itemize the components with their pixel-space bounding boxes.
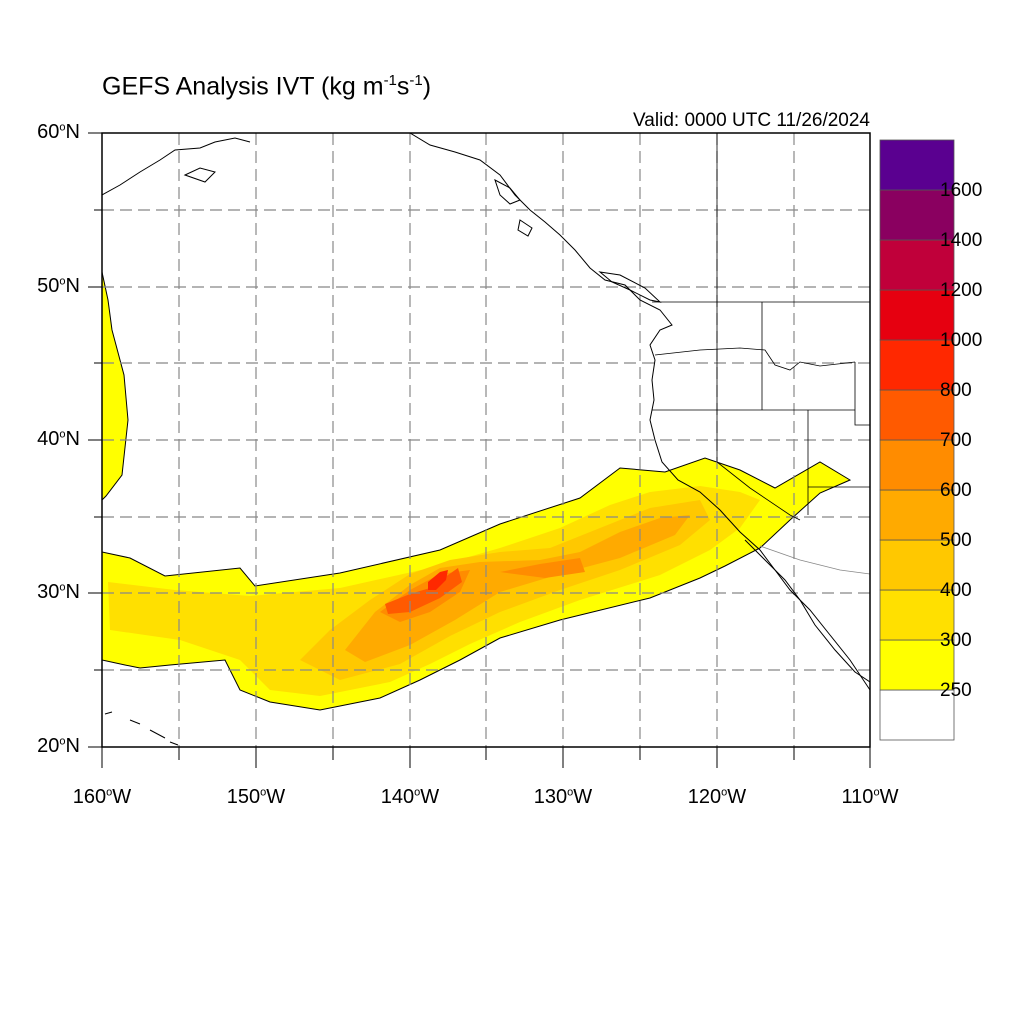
alaska-panhandle-coast <box>409 133 870 691</box>
colorbar-label-1200: 1200 <box>940 280 983 301</box>
colorbar-box <box>879 489 955 541</box>
colorbar-box <box>879 389 955 441</box>
ivt-contour-800 <box>428 570 448 590</box>
lat-label-30n: 30oN <box>37 581 80 603</box>
ivt-shading <box>102 271 852 711</box>
lon-label-120w: 120oW <box>687 786 747 808</box>
lon-label-110w: 110oW <box>841 786 899 808</box>
ivt-contour-250-west <box>102 271 129 501</box>
graticule <box>102 133 870 747</box>
tick-marks <box>88 132 871 768</box>
alaska-coast <box>102 137 251 196</box>
lat-label-60n: 60oN <box>37 121 80 143</box>
colorbar-label-1600: 1600 <box>940 180 983 201</box>
lon-label-150w: 150oW <box>226 786 286 808</box>
baja-coast <box>744 539 870 683</box>
map-title: GEFS Analysis IVT (kg m-1s-1) <box>102 72 432 101</box>
colorbar-label-600: 600 <box>940 480 972 501</box>
colorbar-label-700: 700 <box>940 430 972 451</box>
vancouver-island <box>598 271 662 303</box>
colorbar-box <box>879 339 955 391</box>
colorbar-box <box>879 289 955 341</box>
colorbar-label-1000: 1000 <box>940 330 983 351</box>
colorbar-label-1400: 1400 <box>940 230 983 251</box>
colorbar-box <box>879 439 955 491</box>
hawaii <box>104 711 179 746</box>
valid-time: Valid: 0000 UTC 11/26/2024 <box>633 110 870 131</box>
colorbar-box <box>879 589 955 641</box>
colorbar-label-500: 500 <box>940 530 972 551</box>
lat-label-20n: 20oN <box>37 735 80 757</box>
colorbar-box <box>879 689 955 741</box>
colorbar-label-800: 800 <box>940 380 972 401</box>
lon-label-140w: 140oW <box>380 786 440 808</box>
ivt-contour-600b <box>500 558 585 578</box>
coastlines <box>102 133 870 746</box>
colorbar-box <box>879 539 955 591</box>
colorbar-label-300: 300 <box>940 630 972 651</box>
colorbar <box>879 139 955 741</box>
colorbar-box <box>879 139 955 191</box>
lon-label-160w: 160oW <box>72 786 132 808</box>
lat-label-40n: 40oN <box>37 428 80 450</box>
colorbar-label-250: 250 <box>940 680 972 701</box>
political-borders <box>652 133 870 575</box>
colorbar-label-400: 400 <box>940 580 972 601</box>
islands-north <box>183 167 533 237</box>
ivt-contour-500 <box>345 515 690 662</box>
lon-label-130w: 130oW <box>533 786 593 808</box>
colorbar-box <box>879 639 955 691</box>
lat-label-50n: 50oN <box>37 275 80 297</box>
